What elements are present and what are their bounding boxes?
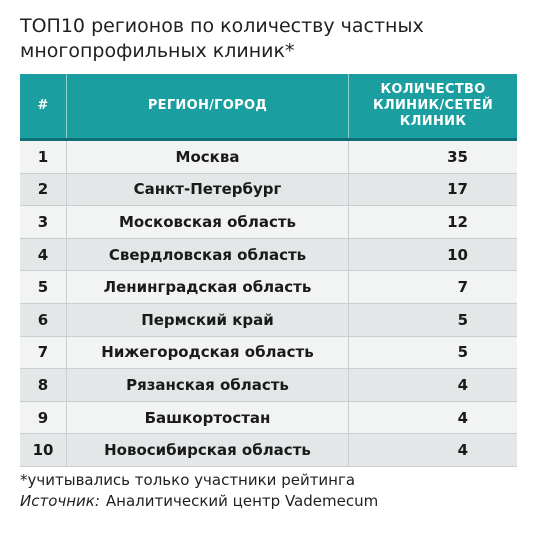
cell-region: Ленинградская область xyxy=(66,271,348,303)
cell-num: 4 xyxy=(37,245,49,264)
cell-count: 7 xyxy=(348,271,517,303)
footnote: *учитывались только участники рейтинга xyxy=(20,471,356,489)
page-title: ТОП10 регионов по количеству частных мно… xyxy=(20,15,424,62)
ranking-table: # РЕГИОН/ГОРОД КОЛИЧЕСТВО КЛИНИК/СЕТЕЙ К… xyxy=(20,74,517,467)
table-row: 1 Москва 35 xyxy=(20,141,517,174)
cell-count: 17 xyxy=(348,173,517,206)
cell-count: 4 xyxy=(348,369,517,401)
cell-region: Пермский край xyxy=(66,303,348,336)
source-line: Источник: Аналитический центр Vademecum xyxy=(20,491,378,512)
cell-count: 4 xyxy=(348,401,517,434)
cell-region: Нижегородская область xyxy=(66,336,348,369)
cell-region: Новосибирская область xyxy=(66,434,348,466)
cell-num: 7 xyxy=(37,343,49,362)
table-row: 3 Московская область 12 xyxy=(20,206,517,239)
cell-num: 9 xyxy=(37,408,49,427)
cell-num: 3 xyxy=(37,212,49,231)
table-row: 10 Новосибирская область 4 xyxy=(20,434,517,467)
table-row: 9 Башкортостан 4 xyxy=(20,401,517,435)
header-count: КОЛИЧЕСТВО КЛИНИК/СЕТЕЙ КЛИНИК xyxy=(348,74,517,138)
cell-region: Московская область xyxy=(66,206,348,238)
source-label: Источник: xyxy=(20,492,100,510)
cell-region: Башкортостан xyxy=(66,401,348,434)
cell-count: 5 xyxy=(348,303,517,336)
table-row: 8 Рязанская область 4 xyxy=(20,369,517,402)
header-num: # xyxy=(37,98,49,113)
cell-region: Рязанская область xyxy=(66,369,348,401)
cell-num: 8 xyxy=(37,375,49,394)
source-text: Аналитический центр Vademecum xyxy=(105,492,379,510)
cell-region: Москва xyxy=(66,141,348,173)
header-region: РЕГИОН/ГОРОД xyxy=(66,74,348,138)
cell-count: 10 xyxy=(348,238,517,271)
table-header: # РЕГИОН/ГОРОД КОЛИЧЕСТВО КЛИНИК/СЕТЕЙ К… xyxy=(20,74,517,141)
cell-num: 5 xyxy=(37,278,49,297)
table-row: 4 Свердловская область 10 xyxy=(20,238,517,272)
cell-num: 6 xyxy=(37,310,49,329)
cell-region: Санкт-Петербург xyxy=(66,173,348,206)
cell-count: 35 xyxy=(348,141,517,173)
cell-count: 12 xyxy=(348,206,517,238)
table-row: 2 Санкт-Петербург 17 xyxy=(20,173,517,207)
table-row: 6 Пермский край 5 xyxy=(20,303,517,337)
cell-num: 10 xyxy=(32,441,54,460)
cell-num: 1 xyxy=(37,147,49,166)
cell-count: 4 xyxy=(348,434,517,466)
cell-region: Свердловская область xyxy=(66,238,348,271)
table-row: 7 Нижегородская область 5 xyxy=(20,336,517,370)
cell-count: 5 xyxy=(348,336,517,369)
table-row: 5 Ленинградская область 7 xyxy=(20,271,517,304)
cell-num: 2 xyxy=(37,180,49,199)
